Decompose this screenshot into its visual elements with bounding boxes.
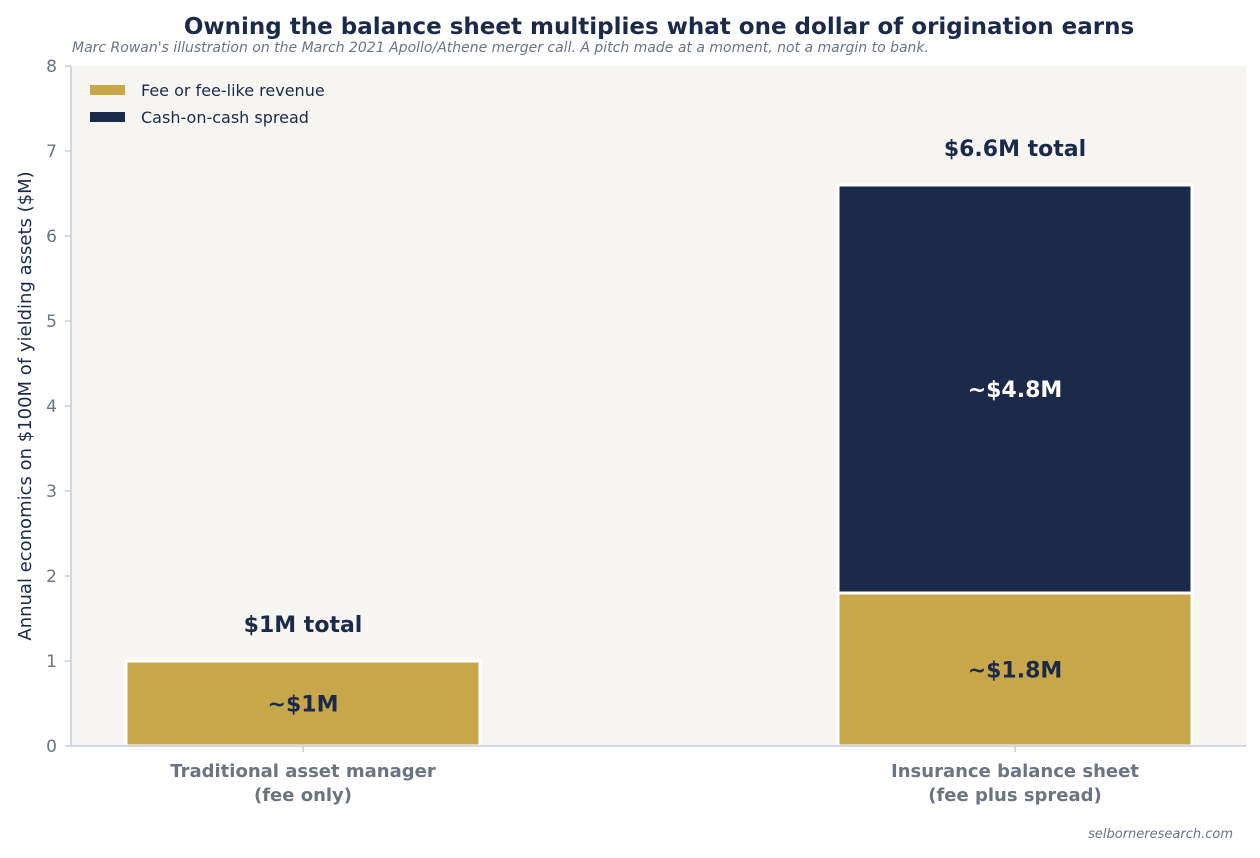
total-labels-group: $1M total $6.6M total bbox=[244, 137, 1087, 638]
bar-total-label: $6.6M total bbox=[944, 137, 1086, 162]
segment-value-label: ~$4.8M bbox=[968, 378, 1063, 403]
y-tick-label: 2 bbox=[46, 567, 57, 587]
source-credit: selborneresearch.com bbox=[1088, 827, 1233, 842]
legend-swatch-spread bbox=[90, 112, 125, 122]
bars-group bbox=[124, 183, 1194, 748]
y-tick-label: 8 bbox=[46, 57, 57, 77]
segment-value-label: ~$1.8M bbox=[968, 659, 1063, 684]
legend-label-fee: Fee or fee-like revenue bbox=[141, 81, 325, 100]
y-tick-label: 5 bbox=[46, 312, 57, 332]
chart-title: Owning the balance sheet multiplies what… bbox=[184, 14, 1134, 40]
y-tick-label: 7 bbox=[46, 142, 57, 162]
bar-segment-fee bbox=[124, 659, 482, 748]
y-axis-ticks: 0 1 2 3 4 5 6 7 8 bbox=[46, 57, 71, 757]
x-tick-label: Insurance balance sheet bbox=[891, 761, 1139, 782]
segment-labels-group: ~$1M ~$1.8M ~$4.8M bbox=[268, 378, 1063, 718]
chart-subtitle: Marc Rowan's illustration on the March 2… bbox=[72, 40, 929, 56]
legend: Fee or fee-like revenue Cash-on-cash spr… bbox=[90, 81, 325, 127]
x-tick-label: (fee only) bbox=[254, 785, 352, 806]
y-tick-label: 3 bbox=[46, 482, 57, 502]
x-tick-label: Traditional asset manager bbox=[170, 761, 436, 782]
bar-segment-spread bbox=[836, 183, 1194, 595]
x-tick-label: (fee plus spread) bbox=[928, 785, 1102, 806]
x-axis-ticks: Traditional asset manager (fee only) Insur… bbox=[170, 746, 1139, 806]
y-tick-label: 4 bbox=[46, 397, 57, 417]
y-tick-label: 6 bbox=[46, 227, 57, 247]
y-tick-label: 1 bbox=[46, 652, 57, 672]
legend-swatch-fee bbox=[90, 85, 125, 95]
segment-value-label: ~$1M bbox=[268, 693, 339, 718]
bar-total-label: $1M total bbox=[244, 613, 363, 638]
y-axis-label: Annual economics on $100M of yielding as… bbox=[15, 171, 36, 640]
y-tick-label: 0 bbox=[46, 737, 57, 757]
legend-label-spread: Cash-on-cash spread bbox=[141, 108, 309, 127]
